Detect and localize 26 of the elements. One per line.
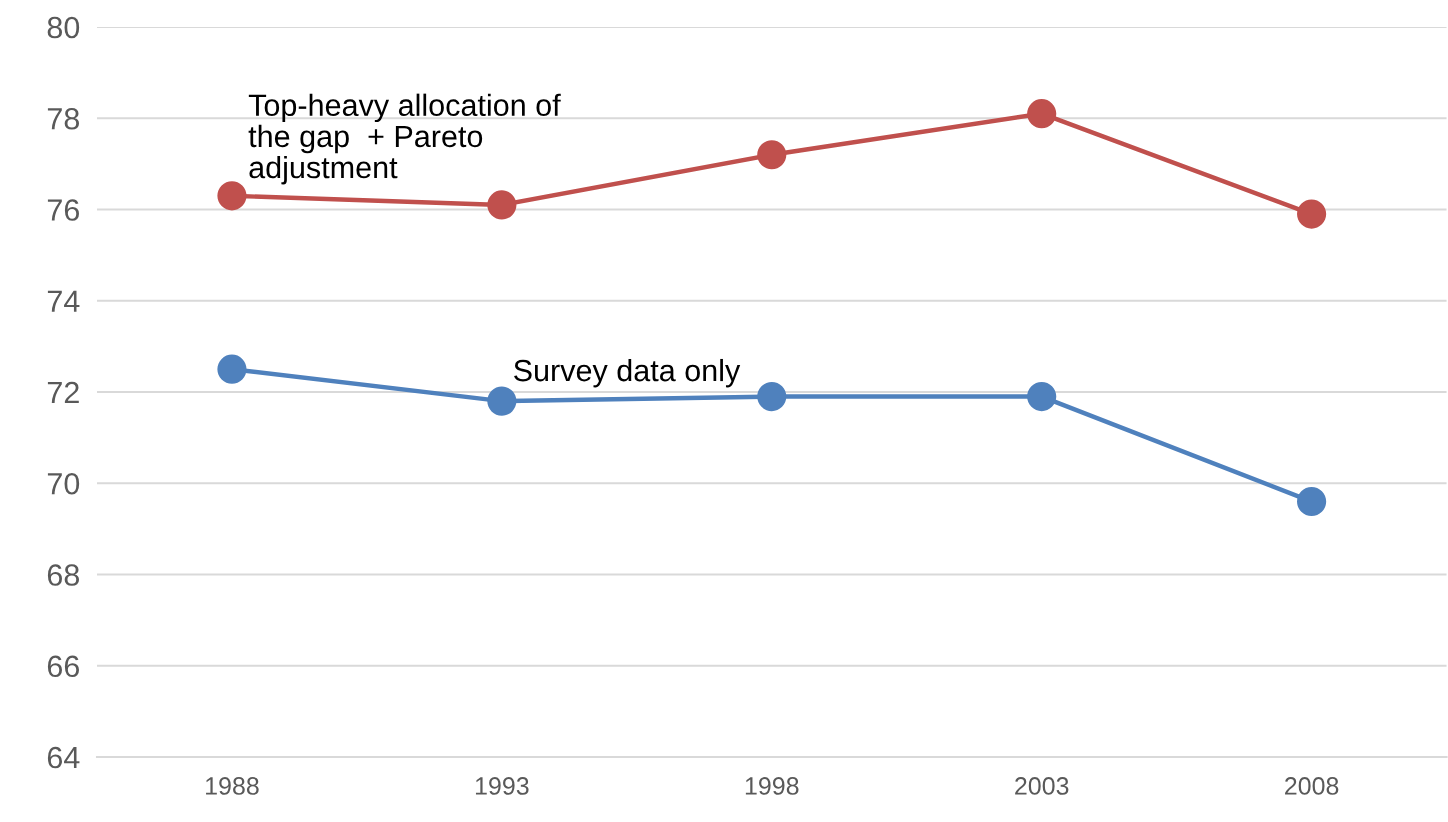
point: [757, 381, 787, 412]
y-tick-label: 70: [47, 472, 80, 495]
y-tick-label: 72: [47, 381, 79, 404]
series-label: Survey data only: [514, 358, 741, 388]
x-tick-label: 2008: [1285, 777, 1339, 795]
point: [217, 354, 247, 384]
point: [487, 386, 517, 416]
x-tick-label: 2003: [1015, 777, 1069, 795]
y-tick-label: 66: [47, 655, 79, 678]
point: [487, 190, 517, 220]
point: [1297, 486, 1327, 517]
x-tick-label: 1988: [206, 777, 259, 795]
series-label: Top-heavy allocation of the gap + Pareto adjustment: [248, 93, 561, 185]
y-tick-label: 78: [47, 107, 80, 130]
y-tick-label: 76: [47, 199, 79, 221]
y-tick-label: 74: [47, 290, 80, 312]
point: [1027, 381, 1057, 412]
y-tick-label: 80: [47, 16, 80, 39]
point: [757, 140, 787, 170]
y-tick-label: 68: [47, 564, 80, 586]
point: [1027, 99, 1057, 129]
x-tick-label: 1993: [475, 777, 529, 795]
y-tick-label: 64: [47, 746, 80, 769]
point: [1297, 199, 1327, 229]
point: [217, 181, 247, 211]
x-tick-label: 1998: [745, 777, 799, 795]
